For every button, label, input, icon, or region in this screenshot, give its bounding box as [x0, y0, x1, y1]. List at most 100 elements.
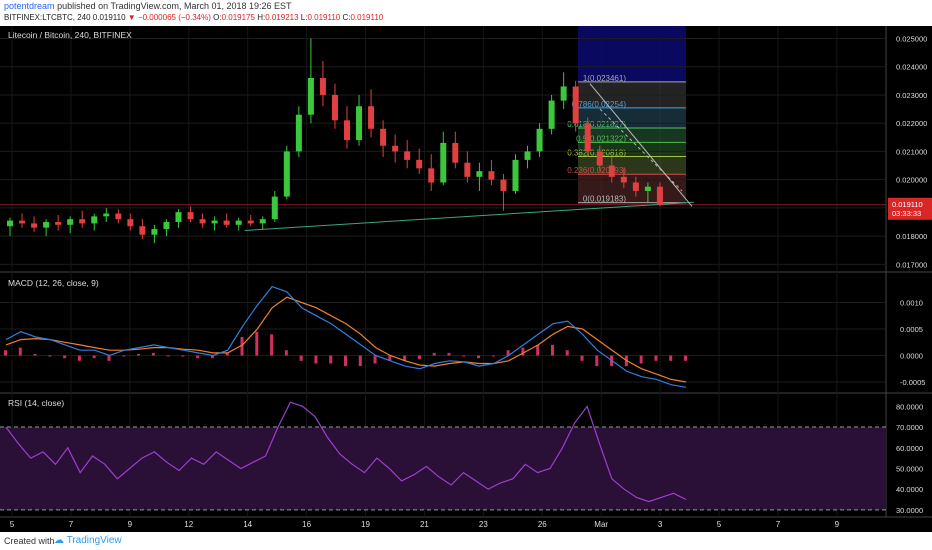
- candle-body: [596, 151, 603, 166]
- macd-histogram-bar: [388, 355, 392, 361]
- candle-body: [31, 223, 38, 228]
- rsi-pane-title: RSI (14, close): [8, 398, 64, 408]
- macd-histogram-bar: [684, 355, 687, 361]
- rsi-band: [0, 427, 886, 510]
- macd-histogram-bar: [77, 355, 81, 361]
- fib-extension-zone: [578, 26, 686, 82]
- ohlc-o-value: 0.019175: [221, 13, 255, 22]
- chart-canvas[interactable]: 5 7 9 12 14 16 19 21 23 26 Mar 3 5 7 9 1(0.023461) 0.786…: [0, 26, 932, 532]
- fib-level-label: 0(0.019183): [583, 195, 626, 204]
- price-axis-label: 0.025000: [896, 34, 927, 43]
- candle-body: [404, 151, 411, 160]
- candle-body: [500, 179, 507, 191]
- time-axis-label: 23: [479, 520, 488, 529]
- symbol-info: BITFINEX:LTCBTC, 240: [4, 13, 91, 22]
- candle-body: [368, 106, 375, 129]
- rsi-axis-label: 30.0000: [896, 506, 923, 515]
- tradingview-logo[interactable]: ☁ TradingView: [54, 535, 122, 546]
- macd-histogram-bar: [447, 352, 451, 356]
- candle-body: [512, 159, 519, 191]
- macd-histogram-bar: [196, 355, 200, 359]
- macd-histogram-bar: [122, 355, 126, 357]
- candle-body: [620, 176, 627, 183]
- candle-body: [103, 213, 110, 217]
- candle-body: [560, 86, 567, 101]
- candle-body: [344, 120, 350, 141]
- time-axis-label: 9: [835, 520, 840, 529]
- candle-body: [139, 226, 146, 235]
- fib-level-label: 0.5(0.021322): [576, 134, 626, 143]
- fib-level-label: 0.618(0.021827): [567, 120, 626, 129]
- support-trendline: [244, 201, 695, 231]
- macd-histogram-bar: [403, 355, 407, 361]
- candle-body: [19, 220, 26, 224]
- macd-histogram-bar: [565, 350, 569, 356]
- rsi-axis-label: 50.0000: [896, 464, 923, 473]
- candle-body: [187, 212, 194, 220]
- author-link[interactable]: potentdream: [4, 1, 55, 11]
- candle-body: [271, 196, 278, 220]
- price-axis-label: 0.023000: [896, 91, 927, 100]
- macd-histogram-bar: [358, 355, 362, 367]
- time-axis-label: 5: [10, 520, 15, 529]
- macd-histogram-bar: [166, 355, 170, 357]
- macd-histogram-bar: [284, 350, 288, 356]
- candle-body: [356, 106, 363, 141]
- macd-histogram-bar: [299, 355, 303, 361]
- candle-body: [175, 212, 182, 222]
- candle-body: [428, 168, 435, 183]
- fib-level-label: 1(0.023461): [583, 74, 626, 83]
- candle-body: [67, 219, 74, 225]
- price-pane-title: Litecoin / Bitcoin, 240, BITFINEX: [8, 30, 132, 40]
- macd-histogram-bar: [210, 355, 214, 359]
- time-axis-label: 3: [658, 520, 663, 529]
- macd-histogram-bar: [580, 355, 584, 361]
- candle-body: [91, 216, 98, 224]
- publish-line: potentdream published on TradingView.com…: [4, 1, 292, 11]
- rsi-axis-label: 40.0000: [896, 485, 923, 494]
- time-axis-label: 9: [128, 520, 133, 529]
- candle-body: [536, 128, 543, 152]
- macd-line: [5, 285, 687, 388]
- ohlc-c-value: 0.019110: [350, 13, 384, 22]
- macd-histogram-bar: [462, 355, 466, 357]
- chart-area[interactable]: 5 7 9 12 14 16 19 21 23 26 Mar 3 5 7 9 1(0.023461) 0.786…: [0, 26, 932, 532]
- fib-band: [578, 156, 686, 175]
- macd-histogram-bar: [48, 355, 52, 357]
- candle-body: [247, 220, 254, 224]
- candle-body: [151, 229, 158, 235]
- macd-histogram-bar: [521, 347, 525, 356]
- macd-axis-label: 0.0000: [900, 352, 923, 361]
- candle-body: [440, 142, 447, 183]
- time-axis-label: 7: [69, 520, 74, 529]
- symbol-line: BITFINEX:LTCBTC, 240 0.019110 ▼ −0.00006…: [4, 13, 383, 22]
- fib-band: [578, 128, 686, 143]
- candle-body: [163, 222, 170, 230]
- downtrend-line-dashed: [599, 108, 683, 192]
- price-axis-label: 0.018000: [896, 232, 927, 241]
- time-axis-label: 7: [776, 520, 781, 529]
- candle-body: [283, 151, 290, 197]
- macd-histogram-bar: [225, 352, 229, 356]
- candle-body: [476, 171, 483, 177]
- macd-histogram-bar: [506, 350, 510, 356]
- ohlc-l-label: L:: [300, 13, 308, 22]
- candle-body: [79, 219, 86, 224]
- ohlc-o-label: O:: [213, 13, 222, 22]
- price-axis-label: 0.021000: [896, 147, 927, 156]
- candle-body: [656, 186, 663, 205]
- candle-body: [55, 222, 62, 225]
- candle-body: [548, 100, 555, 129]
- price-axis-label: 0.024000: [896, 63, 927, 72]
- fib-level-label: 0.236(0.020193): [567, 166, 626, 175]
- macd-histogram-bar: [63, 355, 67, 359]
- rsi-axis-label: 80.0000: [896, 402, 923, 411]
- macd-axis-label: 0.0005: [900, 325, 923, 334]
- candle-body: [211, 220, 218, 224]
- ohlc-h-label: H:: [257, 13, 266, 22]
- candle-body: [115, 213, 122, 220]
- candle-body: [644, 186, 651, 191]
- candle-body: [7, 220, 13, 227]
- time-axis-label: 12: [184, 520, 193, 529]
- candle-body: [632, 182, 639, 191]
